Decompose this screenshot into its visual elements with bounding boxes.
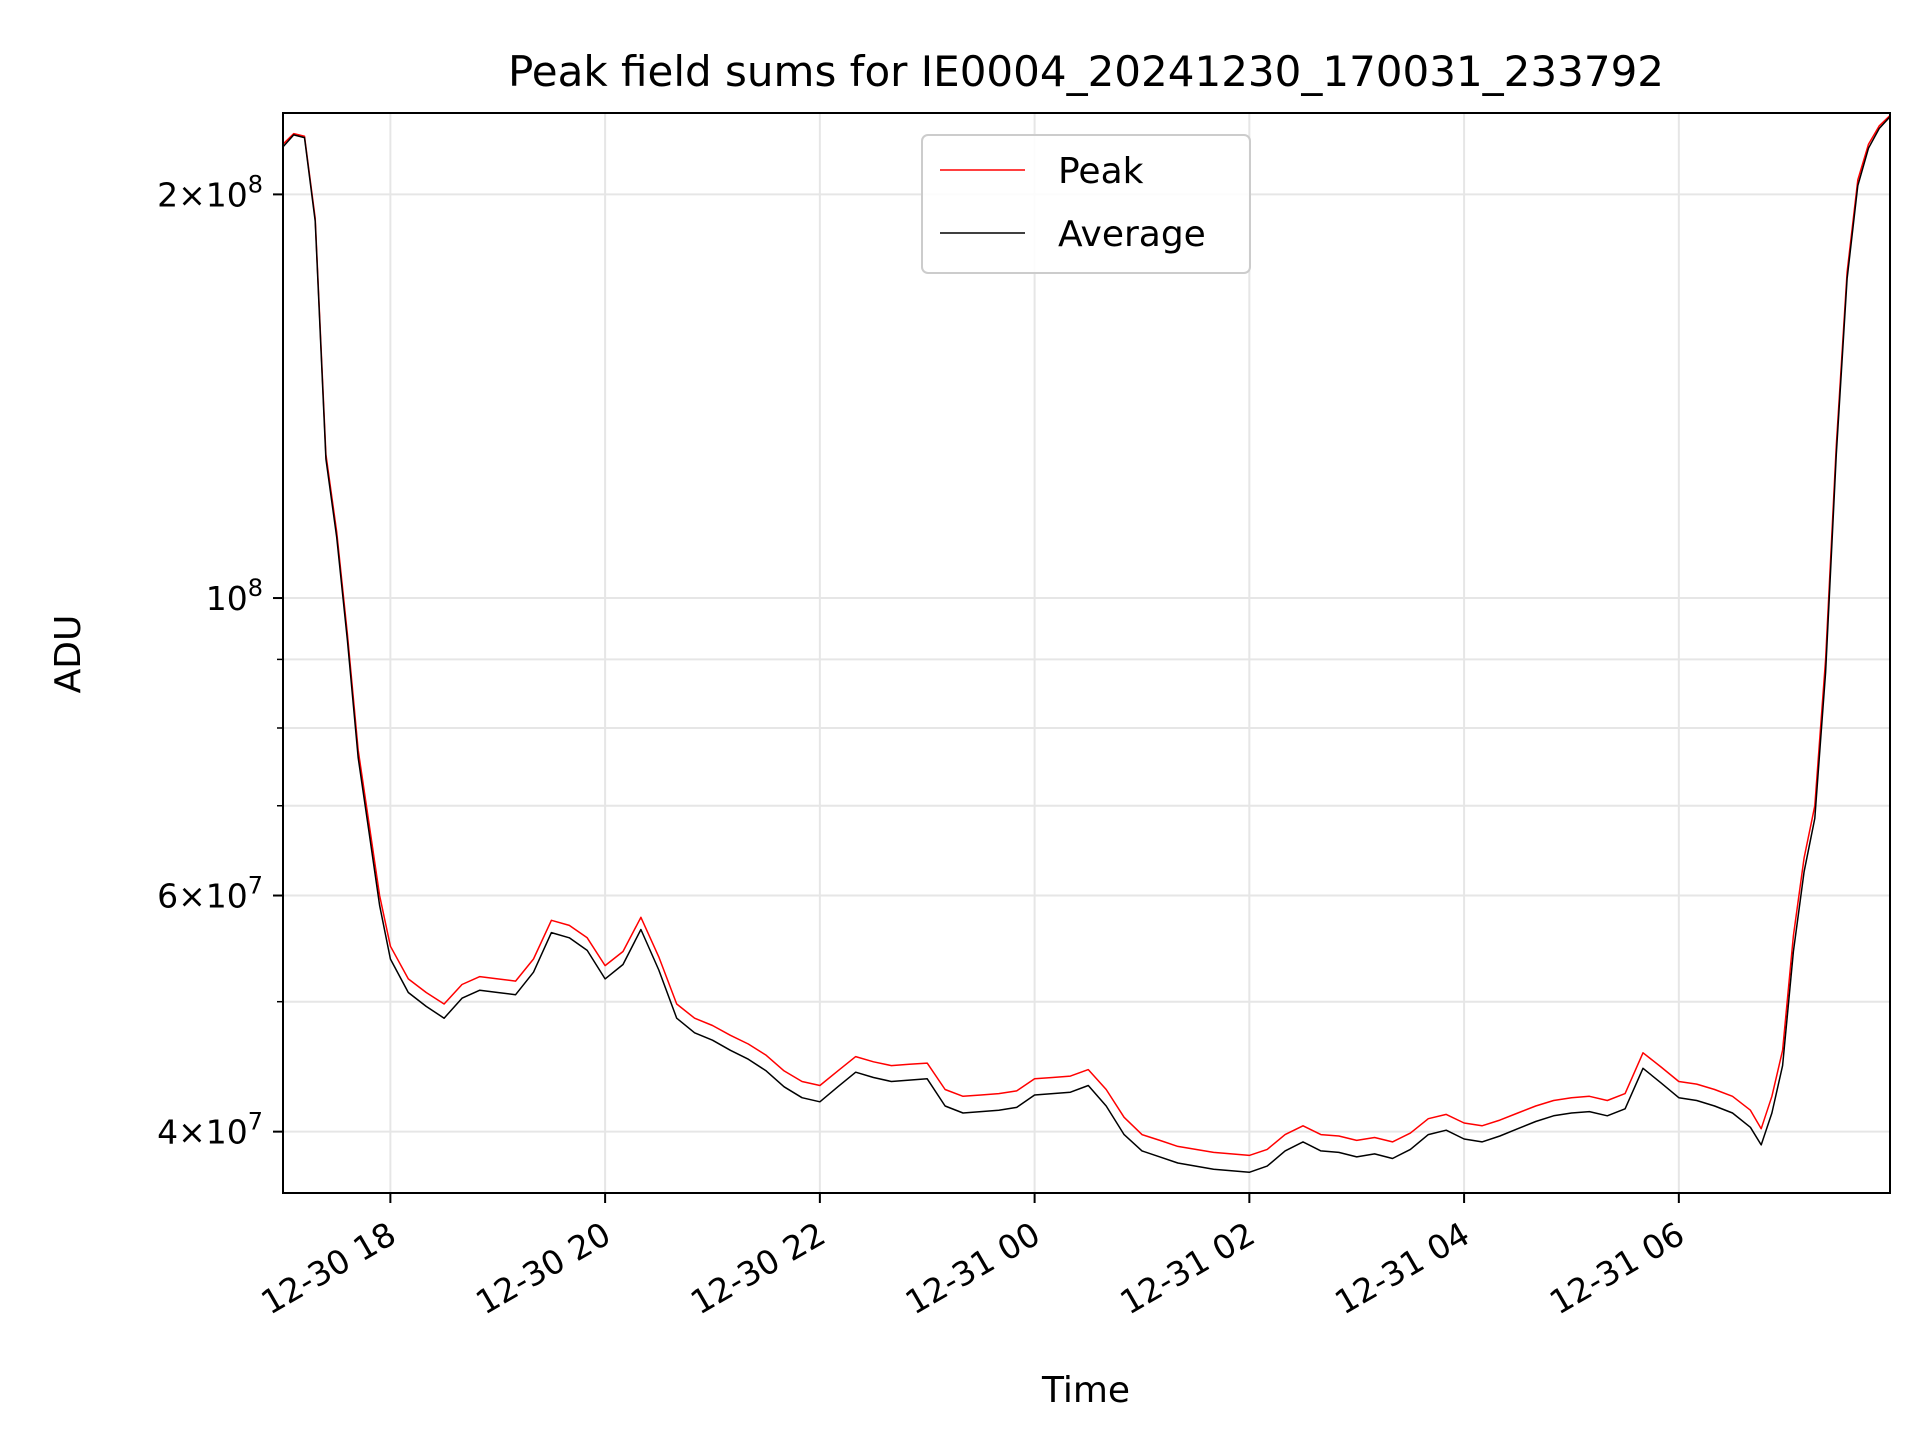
legend: Peak Average — [921, 134, 1251, 274]
y-axis-ticks: 4×107 6×107 108 2×108 — [157, 170, 283, 1152]
plot-area-frame — [282, 112, 1891, 1194]
legend-label-peak: Peak — [1058, 151, 1144, 192]
y-tick-label: 4×107 — [157, 1108, 263, 1152]
y-axis-label: ADU — [48, 615, 89, 694]
y-tick-label: 2×108 — [157, 170, 263, 214]
series-lines — [282, 114, 1891, 1174]
y-tick-label: 108 — [206, 574, 263, 618]
series-line-peak — [282, 114, 1891, 1157]
chart-title: Peak field sums for IE0004_20241230_1700… — [508, 47, 1664, 96]
series-line-average — [282, 116, 1891, 1174]
y-tick-label: 6×107 — [157, 872, 263, 916]
x-axis-label: Time — [1041, 1370, 1130, 1411]
legend-label-average: Average — [1058, 214, 1206, 255]
